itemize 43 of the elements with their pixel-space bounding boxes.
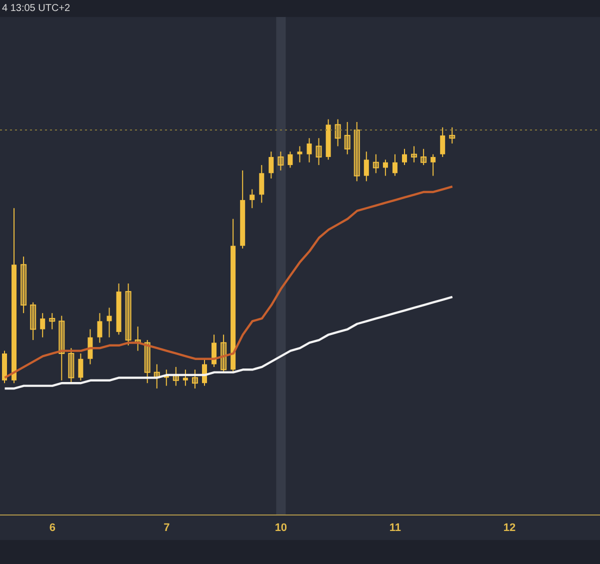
candlestick — [20, 256, 27, 314]
candlestick — [68, 348, 74, 384]
candlestick — [144, 340, 150, 384]
candlestick — [125, 282, 132, 346]
candlestick — [220, 334, 227, 373]
candlestick — [382, 159, 388, 176]
candlestick — [30, 302, 36, 341]
candlestick — [106, 307, 112, 338]
candlestick — [306, 138, 312, 163]
candlestick — [182, 369, 188, 386]
x-tick-label: 12 — [503, 522, 516, 534]
candlestick — [344, 121, 350, 155]
candlestick — [420, 148, 427, 166]
x-tick-label: 10 — [274, 522, 288, 534]
candlestick — [392, 154, 398, 176]
candlestick — [259, 164, 264, 204]
candlestick — [88, 328, 93, 365]
candlestick — [58, 315, 65, 381]
candlestick — [288, 151, 293, 168]
candlestick — [250, 188, 255, 209]
candlestick — [268, 151, 274, 180]
candlestick — [430, 154, 436, 176]
x-tick-label: 7 — [164, 522, 170, 534]
candlestick — [278, 151, 284, 171]
x-tick-label: 11 — [389, 522, 402, 534]
candlestick — [411, 146, 418, 163]
candlestick — [192, 369, 198, 389]
candlestick — [40, 312, 46, 338]
candlestick — [212, 334, 217, 368]
candlestick — [449, 126, 456, 144]
candlestick — [316, 138, 322, 166]
candlestick — [372, 154, 379, 174]
candlestick — [440, 126, 446, 158]
candlestick — [334, 118, 341, 147]
candlestick — [354, 121, 360, 182]
x-tick-label: 6 — [49, 522, 56, 534]
candlestick — [297, 146, 302, 163]
candlestick — [78, 352, 84, 381]
candlestick — [97, 312, 102, 344]
candlestick — [402, 148, 407, 166]
text: 4 13:05 UTC+2 — [2, 3, 70, 14]
candlestick — [49, 312, 56, 330]
candlestick — [364, 151, 369, 182]
